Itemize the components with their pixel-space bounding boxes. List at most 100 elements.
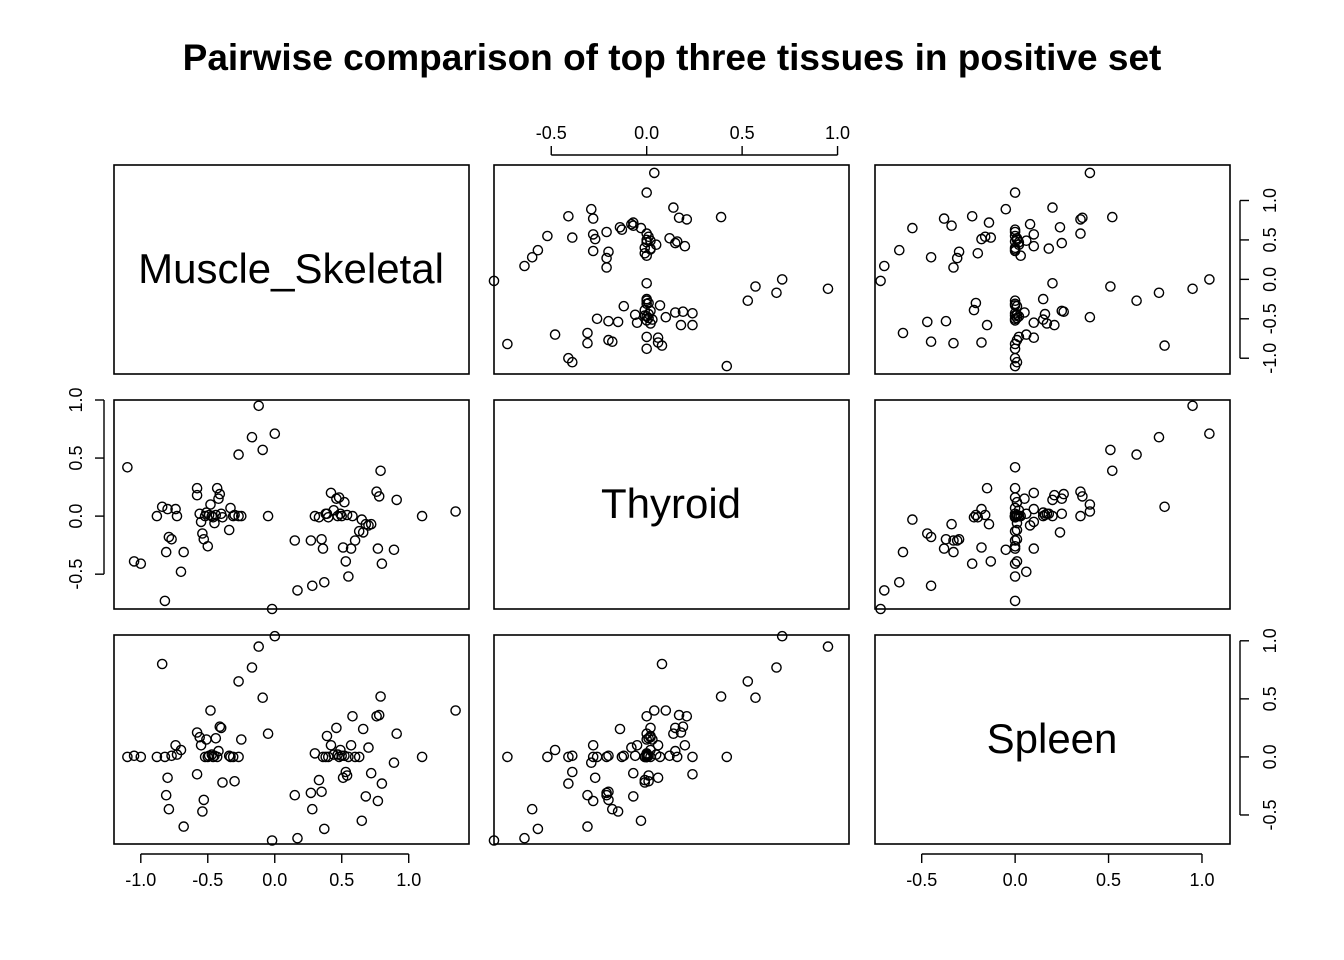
scatter-point <box>671 751 683 763</box>
scatter-point <box>587 740 599 751</box>
scatter-point <box>325 740 337 751</box>
scatter-point <box>628 791 639 802</box>
scatter-point <box>681 711 693 722</box>
scatter-point <box>1009 510 1021 522</box>
scatter-point <box>391 494 403 506</box>
scatter-point <box>607 803 618 815</box>
scatter-point <box>1011 496 1023 508</box>
scatter-point <box>488 835 500 846</box>
scatter-point <box>1187 283 1198 295</box>
scatter-point <box>875 603 886 615</box>
scatter-point <box>317 543 329 554</box>
scatter-point <box>645 730 656 742</box>
scatter-point <box>1000 544 1012 556</box>
scatter-point <box>194 731 205 743</box>
scatter-point <box>215 722 227 734</box>
x-tick-label: -0.5 <box>906 870 937 890</box>
scatter-point <box>160 789 172 801</box>
scatter-point <box>601 751 612 763</box>
scatter-point <box>1131 295 1142 307</box>
scatter-point <box>269 428 281 440</box>
scatter-point <box>670 722 681 734</box>
scatter-point <box>325 487 337 499</box>
scatter-point <box>309 510 321 522</box>
scatter-point <box>1153 431 1165 443</box>
scatter-point <box>603 315 614 327</box>
scatter-point <box>628 767 639 779</box>
scatter-point <box>227 751 239 763</box>
scatter-point <box>652 332 664 344</box>
scatter-point <box>614 723 626 735</box>
scatter-point <box>1037 507 1049 518</box>
scatter-point <box>652 337 664 348</box>
scatter-point <box>257 444 269 456</box>
panel-frame-2-1 <box>113 399 470 610</box>
scatter-point <box>715 691 727 702</box>
scatter-point <box>618 300 630 312</box>
scatter-point <box>1028 487 1040 499</box>
scatter-point <box>750 692 761 704</box>
scatter-point <box>339 750 350 762</box>
scatter-point <box>907 514 918 525</box>
panel-frame-3-1 <box>113 634 470 845</box>
scatter-point <box>217 777 228 788</box>
scatter-point <box>235 510 247 522</box>
scatter-point <box>721 360 733 372</box>
scatter-point <box>1011 312 1023 324</box>
scatter-point <box>214 488 226 500</box>
y-tick-label: 1.0 <box>1260 628 1280 653</box>
scatter-point <box>567 232 578 243</box>
scatter-point <box>1000 203 1012 215</box>
scatter-point <box>372 543 384 554</box>
scatter-point <box>1054 221 1066 233</box>
scatter-point <box>673 212 685 224</box>
scatter-point <box>925 531 937 543</box>
scatter-point <box>664 232 675 244</box>
scatter-point <box>983 518 995 530</box>
scatter-point <box>1024 520 1036 531</box>
scatter-point <box>1187 400 1198 412</box>
axes-layer: -1.0 -0.5 0.0 0.5 1.0 -0.5 0.0 0.5 1.0 -0.5 0.0 0.5… <box>66 123 1280 890</box>
scatter-point <box>670 745 681 757</box>
scatter-point <box>526 803 538 815</box>
scatter-point <box>246 431 258 443</box>
scatter-point <box>641 343 653 355</box>
scatter-point <box>135 558 147 570</box>
scatter-point <box>1021 566 1032 578</box>
scatter-point <box>1043 508 1055 520</box>
scatter-point <box>262 510 274 522</box>
scatter-point <box>948 337 959 349</box>
scatter-point <box>373 491 385 502</box>
scatter-point <box>641 734 653 745</box>
chart-title: Pairwise comparison of top three tissues… <box>183 37 1162 78</box>
scatter-point <box>966 210 978 222</box>
x-tick-label: -1.0 <box>125 870 156 890</box>
scatter-point <box>1105 444 1116 456</box>
scatter-point <box>175 744 187 756</box>
scatter-point <box>375 691 386 702</box>
scatter-point <box>1047 202 1058 213</box>
scatter-point <box>542 751 553 763</box>
scatter-point <box>372 795 384 807</box>
scatter-point <box>128 750 140 762</box>
scatter-point <box>135 751 147 763</box>
scatter-point <box>687 769 698 780</box>
x-tick-label: 0.5 <box>329 870 354 890</box>
scatter-point <box>966 558 978 570</box>
scatter-point <box>416 751 428 763</box>
scatter-point <box>1009 461 1021 473</box>
scatter-point <box>1047 494 1058 506</box>
scatter-point <box>331 722 342 734</box>
scatter-point <box>197 528 208 539</box>
y-tick-label: -0.5 <box>1260 303 1280 334</box>
scatter-point <box>660 311 672 323</box>
scatter-point <box>587 795 599 807</box>
scatter-point <box>1009 298 1021 310</box>
scatter-point <box>1075 486 1086 498</box>
scatter-point <box>349 751 361 763</box>
scatter-point <box>641 228 653 239</box>
scatter-point <box>771 287 782 299</box>
scatter-point <box>589 233 601 245</box>
scatter-point <box>233 676 244 687</box>
